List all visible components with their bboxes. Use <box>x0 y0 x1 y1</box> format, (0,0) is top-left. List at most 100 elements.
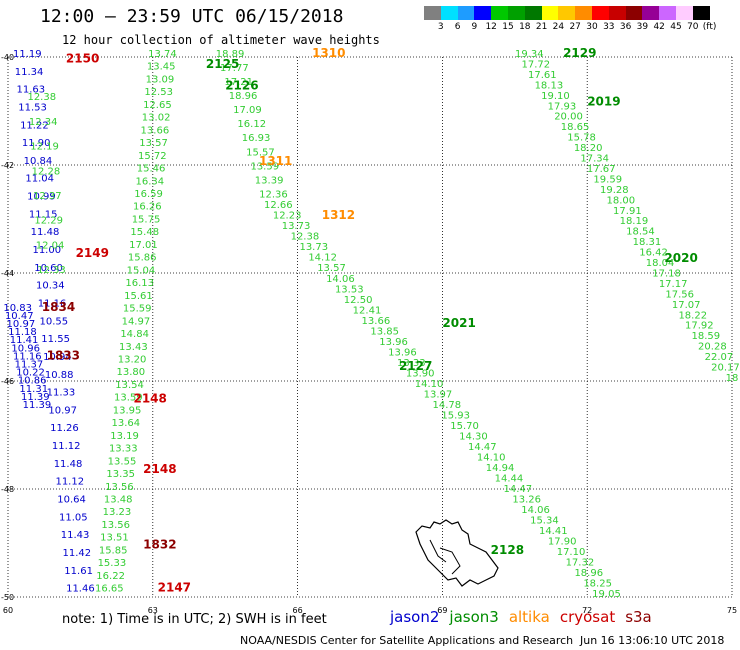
legend-swatch <box>491 6 508 20</box>
swh-value: 14.94 <box>486 463 515 474</box>
swh-value: 16.34 <box>135 176 164 187</box>
track-id-label: 2147 <box>158 581 191 595</box>
swh-value: 12.38 <box>27 92 56 103</box>
swh-value: 13.43 <box>119 342 148 353</box>
swh-value: 11.63 <box>17 85 46 96</box>
swh-value: 12.34 <box>29 117 58 128</box>
swh-value: 13.57 <box>317 263 346 274</box>
legend-swatch <box>642 6 660 20</box>
swh-value: 14.47 <box>503 484 532 495</box>
track-id-label: 2127 <box>399 359 432 373</box>
swh-value: 19.05 <box>592 589 621 600</box>
mission-jason3: jason3 <box>449 608 499 626</box>
swh-value: 13.55 <box>108 456 137 467</box>
note-text: note: 1) Time is in UTC; 2) SWH is in fe… <box>62 612 327 627</box>
swh-value: 11.26 <box>50 423 79 434</box>
swh-value: 11.61 <box>64 566 93 577</box>
swh-value: 17.61 <box>528 70 557 81</box>
track-id-label: 1312 <box>322 208 355 222</box>
swh-value: 13.57 <box>139 138 168 149</box>
track-id-label: 2149 <box>76 246 109 260</box>
swh-value: 17.18 <box>652 268 681 279</box>
swh-value: 11.00 <box>32 245 61 256</box>
swh-value: 13.59 <box>250 161 279 172</box>
swh-value: 11.15 <box>29 209 58 220</box>
swh-value: 12.41 <box>353 305 382 316</box>
generated-timestamp: Jun 16 13:06:10 UTC 2018 <box>580 634 725 647</box>
swh-value: 13.66 <box>141 125 170 136</box>
lat-axis-label: -42 <box>1 161 14 170</box>
swh-value: 11.53 <box>18 102 47 113</box>
swh-value: 11.22 <box>20 120 49 131</box>
island-inner-coast <box>439 547 461 575</box>
swh-value: 10.88 <box>45 370 74 381</box>
swh-value: 10.86 <box>18 376 47 387</box>
swh-value: 16.42 <box>639 248 668 259</box>
swh-value: 17.01 <box>129 240 158 251</box>
track-id-label: 2019 <box>587 95 620 109</box>
swh-value: 17.56 <box>665 289 694 300</box>
swh-value: 18.59 <box>692 331 721 342</box>
mission-s3a: s3a <box>625 608 652 626</box>
swh-value: 11.41 <box>10 335 39 346</box>
swh-value: 17.09 <box>233 105 262 116</box>
swh-value: 11.39 <box>21 392 50 403</box>
swh-value: 13.59 <box>114 393 143 404</box>
swh-value: 13.39 <box>255 175 284 186</box>
swh-value: 13.09 <box>146 74 175 85</box>
swh-value: 16.13 <box>125 278 154 289</box>
track-id-label: 2125 <box>206 57 239 71</box>
swh-value: 15.46 <box>137 164 166 175</box>
legend-swatch <box>507 6 525 20</box>
swh-value: 11.90 <box>22 138 51 149</box>
swh-value: 10.96 <box>11 343 40 354</box>
swh-value: 17.91 <box>613 206 642 217</box>
swh-value: 12.19 <box>30 142 59 153</box>
swh-value: 10.47 <box>5 311 34 322</box>
swh-value: 12.29 <box>34 216 63 227</box>
swh-value: 11.42 <box>63 548 92 559</box>
swh-value: 13.53 <box>335 284 364 295</box>
swh-value: 11.12 <box>55 477 84 488</box>
swh-value: 15.33 <box>98 558 127 569</box>
swh-value: 11.18 <box>8 327 37 338</box>
swh-value: 13.19 <box>110 431 139 442</box>
swh-value: 10.83 <box>3 303 32 314</box>
swh-value: 11.39 <box>23 400 52 411</box>
lat-axis-label: -48 <box>1 485 14 494</box>
track-id-label: 2148 <box>143 462 176 476</box>
swh-value: 18.19 <box>620 216 649 227</box>
swh-value: 11.04 <box>25 174 54 185</box>
swh-value: 11.43 <box>61 530 90 541</box>
swh-value: 12.66 <box>264 200 293 211</box>
swh-value: 18.89 <box>216 49 245 60</box>
legend-swatch <box>625 6 643 20</box>
track-id-label: 2150 <box>66 51 99 65</box>
swh-value: 16.22 <box>96 571 125 582</box>
swh-value: 11.05 <box>59 512 88 523</box>
swh-value: 15.61 <box>124 291 153 302</box>
lon-axis-label: 75 <box>727 606 737 615</box>
swh-value: 20.00 <box>554 112 583 123</box>
swh-value: 15.59 <box>123 304 152 315</box>
mission-legend: jason2 jason3 altika cryosat s3a <box>390 608 662 626</box>
swh-value: 13.02 <box>142 113 171 124</box>
swh-value: 10.99 <box>27 192 56 203</box>
legend-tick-label: 36 <box>619 22 632 32</box>
swh-value: 15.34 <box>530 515 559 526</box>
swh-value: 11.33 <box>47 388 76 399</box>
swh-value: 12.33 <box>37 265 66 276</box>
swh-value: 13.73 <box>282 221 311 232</box>
swh-value: 14.06 <box>521 505 550 516</box>
swh-value: 12.53 <box>144 87 173 98</box>
legend-swatch <box>474 6 492 20</box>
swh-value: 16.59 <box>134 189 163 200</box>
swh-value: 14.78 <box>433 400 462 411</box>
swh-value: 15.86 <box>128 253 157 264</box>
swh-value: 10.97 <box>48 405 77 416</box>
swh-value: 14.30 <box>459 431 488 442</box>
swh-value: 18.31 <box>633 237 662 248</box>
mission-jason2: jason2 <box>390 608 440 626</box>
swh-value: 13.95 <box>113 405 142 416</box>
swh-value: 14.84 <box>120 329 149 340</box>
